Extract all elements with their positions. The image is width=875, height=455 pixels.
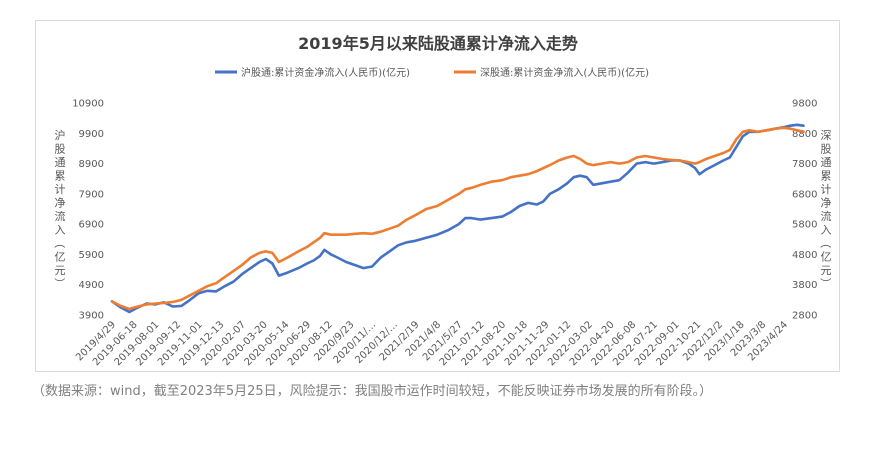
y-left-title-char: （ xyxy=(53,237,66,248)
y-right-tick-label: 5800 xyxy=(792,220,817,231)
line-chart: 2019年5月以来陆股通累计净流入走势 沪股通:累计资金净流入(人民币)(亿元)… xyxy=(53,34,832,368)
y-axis-right: 2800 3800 4800 5800 6800 7800 8800 9800 xyxy=(792,99,817,322)
legend-label-sh: 沪股通:累计资金净流入(人民币)(亿元) xyxy=(241,66,410,79)
y-right-title-char: 累 xyxy=(821,169,832,182)
y-left-tick-label: 10900 xyxy=(72,99,104,110)
x-axis: 2019/4/292019-06-182019-08-012019-09-122… xyxy=(74,319,790,368)
y-right-title-char: （ xyxy=(819,237,832,248)
y-left-tick-label: 5900 xyxy=(79,250,104,261)
y-axis-left: 3900 4900 5900 6900 7900 8900 9900 10900 xyxy=(72,99,104,322)
y-left-tick-label: 3900 xyxy=(79,311,104,322)
y-right-title-char: ） xyxy=(819,278,832,289)
y-right-title-char: 通 xyxy=(821,156,832,169)
y-right-tick-label: 2800 xyxy=(792,311,817,322)
y-left-title-char: ） xyxy=(53,278,66,289)
y-right-title-char: 净 xyxy=(821,195,832,209)
y-left-tick-label: 9900 xyxy=(79,129,104,140)
y-right-title-char: 计 xyxy=(821,183,832,196)
y-left-tick-label: 7900 xyxy=(79,189,104,200)
y-right-tick-label: 4800 xyxy=(792,250,817,261)
y-left-title-char: 入 xyxy=(55,223,66,236)
y-left-title-char: 净 xyxy=(55,195,66,209)
y-left-title-char: 通 xyxy=(55,156,66,169)
y-left-title-char: 沪 xyxy=(55,128,66,142)
y-right-title-char: 入 xyxy=(821,223,832,236)
y-right-title-char: 流 xyxy=(821,209,832,223)
y-right-tick-label: 3800 xyxy=(792,280,817,291)
y-right-tick-label: 7800 xyxy=(792,159,817,170)
y-left-tick-label: 6900 xyxy=(79,220,104,231)
legend-label-sz: 深股通:累计资金净流入(人民币)(亿元) xyxy=(480,66,649,79)
chart-frame: 2019年5月以来陆股通累计净流入走势 沪股通:累计资金净流入(人民币)(亿元)… xyxy=(35,20,840,372)
y-right-title-char: 股 xyxy=(821,142,832,155)
series-line-sh xyxy=(110,123,805,314)
y-left-title-char: 计 xyxy=(55,183,66,196)
source-caption: （数据来源：wind，截至2023年5月25日，风险提示：我国股市运作时间较短，… xyxy=(32,384,713,399)
y-left-title-char: 亿 xyxy=(55,250,66,263)
y-right-tick-label: 9800 xyxy=(792,99,817,110)
series-layer xyxy=(110,123,805,314)
chart-title: 2019年5月以来陆股通累计净流入走势 xyxy=(298,34,578,53)
y-left-tick-label: 4900 xyxy=(79,280,104,291)
y-left-title-char: 股 xyxy=(55,142,66,155)
y-left-title-char: 流 xyxy=(55,209,66,223)
y-right-title-char: 元 xyxy=(821,264,832,277)
legend: 沪股通:累计资金净流入(人民币)(亿元) 深股通:累计资金净流入(人民币)(亿元… xyxy=(215,66,649,79)
y-left-title-char: 元 xyxy=(55,264,66,277)
y-left-tick-label: 8900 xyxy=(79,159,104,170)
y-right-tick-label: 8800 xyxy=(792,129,817,140)
y-right-tick-label: 6800 xyxy=(792,189,817,200)
series-line-sz xyxy=(110,126,805,311)
y-left-title-char: 累 xyxy=(55,169,66,182)
y-right-title-char: 深 xyxy=(821,129,832,142)
y-right-title-char: 亿 xyxy=(821,250,832,263)
